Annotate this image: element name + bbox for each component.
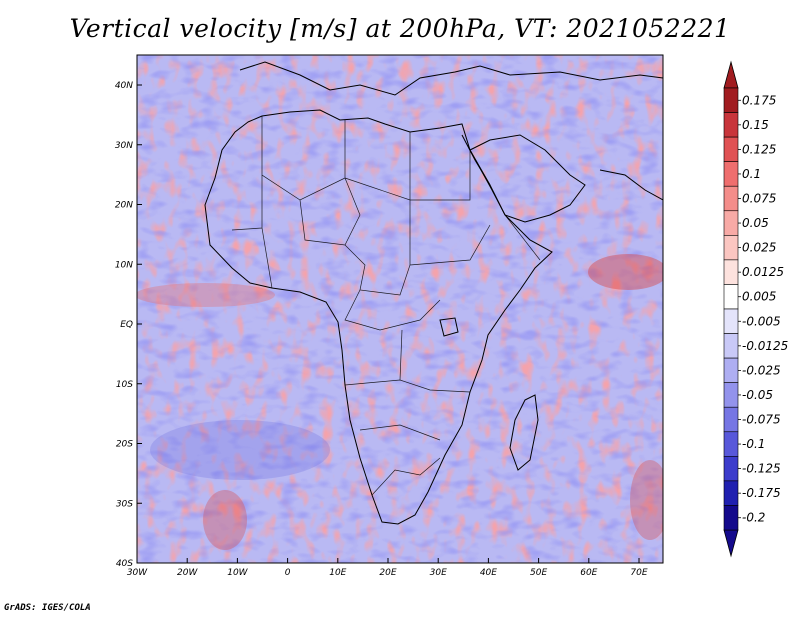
colorbar-label: -0.075: [742, 413, 781, 427]
colorbar-label: -0.1: [742, 437, 765, 451]
lon-label-60e: 60E: [580, 568, 597, 578]
lon-label-30e: 30E: [430, 568, 447, 578]
colorbar: 0.175 0.15 0.125 0.1 0.075 0.05 0.025 0.0125 0.0…: [723, 60, 788, 558]
country-borders: [231, 116, 541, 496]
latitude-axis: 40N 30N 20N 10N EQ 10S 20S 30S 40S: [115, 81, 142, 569]
lat-label-eq: EQ: [120, 320, 133, 330]
patch-gulf-guinea: [137, 283, 275, 307]
europe-coast: [239, 61, 663, 96]
colorbar-label: -0.175: [742, 486, 781, 500]
colorbar-swatch: [723, 161, 739, 187]
colorbar-label: 0.0125: [742, 265, 784, 279]
coastlines: [204, 61, 663, 525]
colorbar-label: 0.05: [742, 216, 769, 230]
colorbar-swatch: [723, 87, 739, 113]
colorbar-swatch: [723, 308, 739, 334]
colorbar-swatch: [723, 185, 739, 212]
colorbar-swatch: [723, 259, 739, 285]
colorbar-swatch: [723, 382, 739, 408]
lon-label-10w: 10W: [227, 568, 248, 578]
lon-label-20e: 20E: [379, 568, 396, 578]
lat-label-10n: 10N: [115, 260, 133, 270]
longitude-axis: 30W 20W 10W 0 10E 20E 30E 40E 50E 60E 70E: [127, 558, 648, 578]
colorbar-min-arrow: [723, 529, 739, 558]
colorbar-label: 0.125: [742, 142, 776, 156]
colorbar-label: -0.2: [742, 511, 765, 525]
patch-southwest: [203, 490, 247, 550]
madagascar: [509, 394, 539, 471]
colorbar-max-arrow: [723, 60, 739, 89]
colorbar-swatch: [723, 431, 739, 457]
colorbar-label: 0.15: [742, 118, 769, 132]
lat-label-30n: 30N: [115, 141, 133, 151]
colorbar-label: -0.125: [742, 462, 781, 476]
arabia: [469, 134, 586, 223]
colorbar-label: -0.05: [742, 388, 773, 402]
patch-indian-ocean: [588, 254, 663, 290]
colorbar-swatch: [723, 112, 739, 138]
colorbar-label: -0.005: [742, 314, 781, 328]
colorbar-label: 0.005: [742, 290, 776, 304]
colorbar-swatch: [723, 136, 739, 162]
lat-label-30s: 30S: [116, 499, 133, 509]
colorbar-label: 0.1: [742, 167, 761, 181]
colorbar-label: 0.175: [742, 93, 776, 107]
colorbar-swatch: [723, 235, 739, 261]
colorbar-swatch: [723, 406, 739, 433]
patch-south-atlantic: [150, 420, 330, 480]
lake-victoria: [439, 317, 459, 337]
red-sea: [461, 134, 491, 186]
lon-label-50e: 50E: [530, 568, 547, 578]
lon-label-0: 0: [285, 568, 291, 578]
lon-label-10e: 10E: [329, 568, 346, 578]
lon-label-20w: 20W: [177, 568, 198, 578]
lat-label-40n: 40N: [115, 81, 133, 91]
lat-label-40s: 40S: [116, 559, 133, 569]
lat-label-20s: 20S: [116, 440, 133, 450]
colorbar-label: 0.075: [742, 192, 776, 206]
colorbar-swatch: [723, 480, 739, 506]
patch-southeast: [630, 460, 663, 540]
footer-credit: GrADS: IGES/COLA: [4, 603, 91, 613]
lat-label-10s: 10S: [116, 380, 133, 390]
lat-label-20n: 20N: [115, 201, 133, 211]
lon-label-40e: 40E: [480, 568, 497, 578]
colorbar-swatch: [723, 210, 739, 236]
africa-coastline: [204, 109, 553, 525]
india-coast: [599, 169, 663, 201]
lon-label-70e: 70E: [630, 568, 647, 578]
noise-negative-field: [137, 55, 663, 563]
colorbar-swatch: [723, 284, 739, 310]
map-frame: [136, 54, 664, 564]
colorbar-swatch: [723, 505, 739, 531]
lon-label-30w: 30W: [127, 568, 148, 578]
colorbar-swatch: [723, 456, 739, 482]
chart-title: Vertical velocity [m/s] at 200hPa, VT: 2…: [69, 14, 731, 43]
colorbar-label: -0.025: [742, 363, 781, 377]
colorbar-label: 0.025: [742, 241, 776, 255]
colorbar-label: -0.0125: [742, 339, 788, 353]
colorbar-swatch: [723, 333, 739, 359]
colorbar-swatch: [723, 357, 739, 383]
